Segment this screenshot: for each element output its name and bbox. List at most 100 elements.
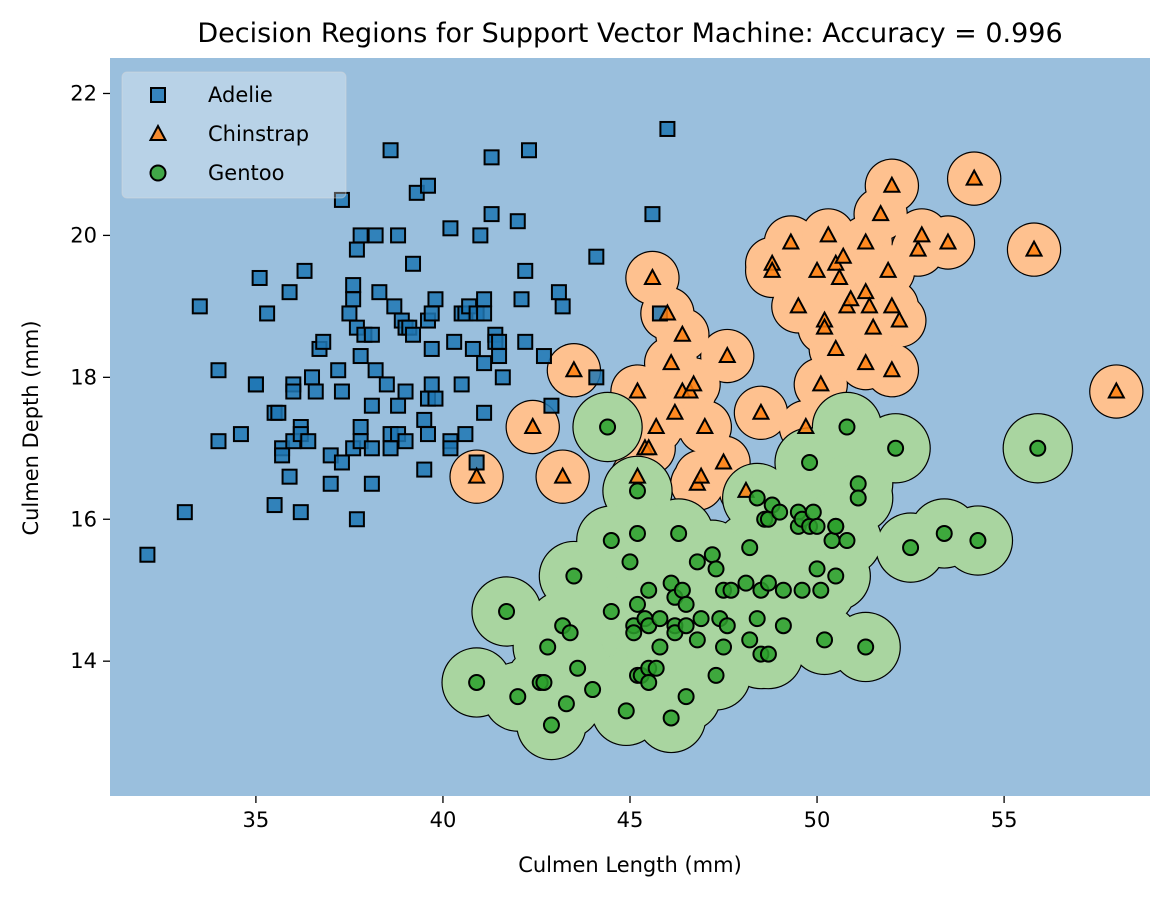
adelie-point [397,383,414,400]
chinstrap-point [714,452,733,470]
gentoo-point [692,610,710,628]
adelie-point [453,376,470,393]
gentoo-point [677,688,695,706]
chinstrap-point [639,438,658,456]
adelie-point [333,454,350,471]
chinstrap-point [789,296,808,314]
adelie-point [191,298,208,315]
gentoo-point [688,631,706,649]
adelie-point [483,206,500,223]
adelie-point [292,504,309,521]
gentoo-point [748,610,766,628]
gentoo-point [804,503,822,521]
chinstrap-point [762,260,782,278]
legend-marker-chinstrap [148,123,168,141]
gentoo-point [737,574,755,592]
chinstrap-point [1107,381,1126,399]
legend-box [121,71,347,199]
gentoo-point [677,617,695,635]
gentoo-point [774,617,792,635]
gentoo-point [823,532,841,550]
adelie-point [588,369,605,386]
adelie-point [352,348,369,365]
adelie-point [281,284,298,301]
chinstrap-point [830,267,849,285]
adelie-point [232,426,249,443]
adelie-point [644,206,661,223]
gentoo-point [902,539,920,557]
chinstrap-point [736,480,756,498]
x-tick-label: 35 [243,808,270,832]
legend-marker-adelie [150,87,166,103]
x-tick-label: 50 [804,808,831,832]
adelie-point [446,333,463,350]
adelie-point [416,411,433,428]
adelie-point [543,397,560,414]
chinstrap-point [523,416,542,434]
adelie-point [210,362,227,379]
adelie-point [315,333,332,350]
gentoo-point [621,553,639,571]
adelie-point [423,340,440,357]
gentoo-point [935,524,953,542]
adelie-point [491,348,508,365]
chinstrap-point [751,402,771,420]
data-points [139,120,1126,734]
chinstrap-point [661,353,681,371]
chinstrap-point [908,239,928,257]
gentoo-point [816,631,834,649]
gentoo-point [838,418,856,436]
gentoo-point [569,659,587,677]
adelie-point [382,440,399,457]
gentoo-point [759,645,777,663]
adelie-point [390,227,407,244]
adelie-point [363,475,380,492]
gentoo-point [718,617,736,635]
gentoo-point [849,475,867,493]
adelie-point [419,177,436,194]
gentoo-point [707,560,725,578]
adelie-point [300,433,317,450]
gentoo-point [542,716,560,734]
adelie-point [348,241,365,258]
adelie-point [476,291,493,308]
gentoo-point [1029,439,1047,457]
adelie-point [405,326,422,343]
gentoo-point [561,624,579,642]
adelie-point [296,262,313,279]
adelie-point [520,142,537,159]
gentoo-point [808,517,826,535]
adelie-point [363,397,380,414]
y-tick-label: 16 [70,507,97,531]
adelie-point [307,383,324,400]
gentoo-point [640,581,658,599]
adelie-point [517,262,534,279]
chinstrap-point [665,402,685,420]
adelie-point [333,383,350,400]
gentoo-point [707,666,725,684]
gentoo-point [602,603,620,620]
adelie-point [371,284,388,301]
gentoo-point [509,688,527,706]
x-tick-label: 40 [430,808,457,832]
gentoo-point [628,595,646,613]
y-tick-label: 14 [70,649,97,673]
adelie-point [550,284,567,301]
adelie-point [304,369,321,386]
legend-label-adelie: Adelie [208,83,273,107]
gentoo-point [703,546,721,564]
chinstrap-point [882,175,902,193]
adelie-point [341,305,358,322]
legend-marker-gentoo [149,164,167,182]
gentoo-point [673,581,691,599]
chinstrap-point [819,225,838,243]
adelie-point [247,376,264,393]
adelie-point [382,142,399,159]
chinstrap-point [1024,239,1044,257]
adelie-point [416,461,433,478]
chinstrap-point [647,416,666,434]
adelie-point [513,291,530,308]
chinstrap-point [718,345,737,364]
adelie-point [442,440,459,457]
